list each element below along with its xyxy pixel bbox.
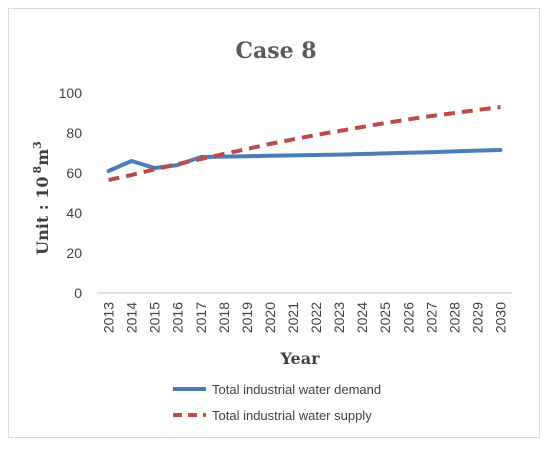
chart-frame <box>8 8 540 438</box>
x-tick-label: 2014 <box>124 302 140 333</box>
legend: Total industrial water demand Total indu… <box>173 382 381 423</box>
y-axis-label-prefix: Unit : 10 <box>33 176 52 254</box>
y-axis-label-exponent-2: 3 <box>31 141 44 149</box>
x-tick-label: 2030 <box>492 302 508 333</box>
x-tick-label: 2013 <box>101 302 117 333</box>
chart-title: Case 8 <box>235 38 316 64</box>
x-tick-label: 2021 <box>285 302 301 333</box>
y-axis: 0 20 40 60 80 100 <box>59 85 83 301</box>
x-tick-label: 2028 <box>446 302 462 333</box>
x-tick-label: 2029 <box>469 302 485 333</box>
x-tick-label: 2015 <box>147 302 163 333</box>
y-tick-label: 60 <box>66 165 82 181</box>
series-line-supply <box>108 105 501 182</box>
y-tick-label: 40 <box>66 205 82 221</box>
y-tick-label: 20 <box>66 245 82 261</box>
x-tick-label: 2027 <box>423 302 439 333</box>
x-tick-label: 2023 <box>331 302 347 333</box>
x-tick-label: 2017 <box>193 302 209 333</box>
x-tick-label: 2016 <box>170 302 186 333</box>
x-tick-label: 2026 <box>400 302 416 333</box>
x-tick-label: 2018 <box>216 302 232 333</box>
legend-label-demand: Total industrial water demand <box>212 382 381 397</box>
x-axis-label: Year <box>279 349 320 368</box>
y-tick-label: 80 <box>66 125 82 141</box>
series-line-demand <box>106 148 503 173</box>
y-axis-label: Unit : 10 8m3 <box>31 141 52 255</box>
x-tick-label: 2019 <box>239 302 255 333</box>
y-axis-label-exponent-1: 8 <box>31 165 44 173</box>
x-tick-label: 2025 <box>377 302 393 333</box>
x-tick-label: 2024 <box>354 302 370 333</box>
legend-label-supply: Total industrial water supply <box>212 408 372 423</box>
x-axis: 2013 2014 2015 2016 2017 2018 2019 2020 2021 2022… <box>101 302 509 333</box>
x-tick-label: 2020 <box>262 302 278 333</box>
y-tick-label: 0 <box>74 285 82 301</box>
series-lines <box>106 105 503 182</box>
x-tick-label: 2022 <box>308 302 324 333</box>
y-axis-label-unit: m <box>33 149 52 166</box>
y-tick-label: 100 <box>59 85 83 101</box>
